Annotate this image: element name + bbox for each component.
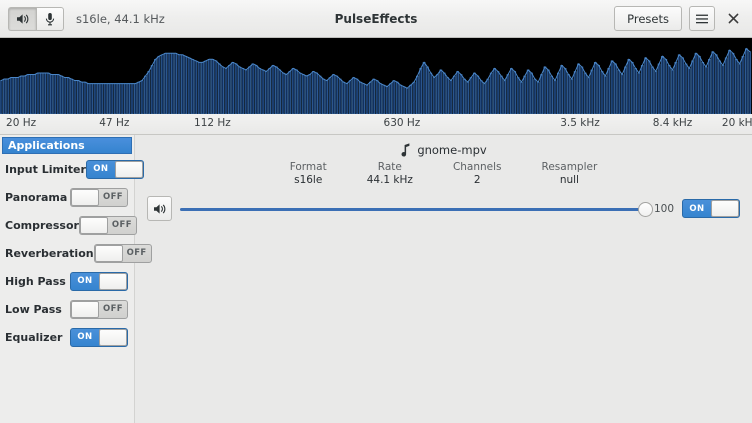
stream-title-row: gnome-mpv xyxy=(400,143,487,157)
axis-tick-label: 20 Hz xyxy=(6,117,37,129)
axis-tick-label: 3.5 kHz xyxy=(560,117,600,129)
close-glyph xyxy=(728,13,738,24)
mute-speaker-icon[interactable] xyxy=(147,196,172,221)
toggle-knob xyxy=(99,328,127,346)
volume-row: 100 ON OFF xyxy=(147,196,740,221)
toggle-on-label: ON xyxy=(689,203,705,214)
axis-tick-label: 630 Hz xyxy=(383,117,421,129)
meta-header: Format xyxy=(289,161,327,173)
plugin-label: Compressor xyxy=(5,218,79,232)
plugin-toggle[interactable]: ONOFF xyxy=(70,327,128,347)
plugins-sidebar: Applications Input LimiterONOFFPanoramaO… xyxy=(0,135,152,423)
close-icon[interactable] xyxy=(722,8,744,30)
volume-value: 100 xyxy=(653,202,674,215)
toggle-knob xyxy=(71,300,99,318)
speaker-glyph xyxy=(153,203,165,214)
slider-fill xyxy=(180,207,646,211)
meta-value: s16le xyxy=(294,174,323,186)
stream-meta-table: Format Rate Channels Resampler s16le 44.1 kH… xyxy=(270,161,618,186)
table-header-row: Format Rate Channels Resampler xyxy=(270,161,618,174)
speaker-icon[interactable] xyxy=(8,6,36,31)
toggle-knob xyxy=(71,188,99,206)
plugin-label: Equalizer xyxy=(5,330,63,344)
plugin-toggle[interactable]: ONOFF xyxy=(70,271,128,291)
presets-button[interactable]: Presets xyxy=(614,6,682,31)
header-left-group: s16le, 44.1 kHz xyxy=(8,6,165,31)
plugin-row[interactable]: Input LimiterONOFF xyxy=(0,155,144,183)
microphone-icon[interactable] xyxy=(36,6,64,31)
toggle-off-label: OFF xyxy=(111,220,132,230)
volume-slider[interactable] xyxy=(180,198,653,220)
stream-name: gnome-mpv xyxy=(417,143,487,157)
axis-tick-label: 47 Hz xyxy=(99,117,130,129)
meta-header: Rate xyxy=(377,161,402,173)
device-toggle-group xyxy=(8,6,64,31)
volume-toggle[interactable]: ON OFF xyxy=(682,199,740,218)
axis-tick-label: 112 Hz xyxy=(194,117,231,129)
plugin-row[interactable]: PanoramaONOFF xyxy=(0,183,134,211)
meta-header: Resampler xyxy=(541,161,598,173)
axis-tick-label: 20 kHz xyxy=(721,117,752,129)
plugin-row[interactable]: Equalizer ONOFF xyxy=(0,323,134,351)
plugin-label: Low Pass xyxy=(5,302,62,316)
toggle-knob xyxy=(99,272,127,290)
plugin-toggle[interactable]: ONOFF xyxy=(85,159,144,179)
plugin-label: Reverberation xyxy=(5,246,94,260)
header-bar: s16le, 44.1 kHz PulseEffects Presets xyxy=(0,0,752,38)
plugin-toggle[interactable]: ONOFF xyxy=(93,243,152,263)
toggle-off-label: OFF xyxy=(102,304,124,314)
sidebar-item-applications[interactable]: Applications xyxy=(2,137,132,154)
toggle-knob xyxy=(711,200,739,217)
axis-tick-label: 8.4 kHz xyxy=(652,117,693,129)
plugin-toggle[interactable]: ONOFF xyxy=(70,187,128,207)
device-info-label: s16le, 44.1 kHz xyxy=(76,11,165,26)
plugin-row[interactable]: High Pass ONOFF xyxy=(0,267,134,295)
plugin-toggle[interactable]: ONOFF xyxy=(70,299,128,319)
toggle-knob xyxy=(114,160,143,178)
speaker-glyph xyxy=(16,13,28,24)
plugin-label: High Pass xyxy=(5,274,66,288)
frequency-axis: 20 Hz 47 Hz 112 Hz 630 Hz 3.5 kHz 8.4 kHz 20 k… xyxy=(0,114,752,135)
plugin-label: Input Limiter xyxy=(5,162,86,176)
hamburger-glyph xyxy=(696,14,708,23)
plugin-label: Panorama xyxy=(5,190,68,204)
toggle-on-label: ON xyxy=(93,164,109,174)
slider-handle[interactable] xyxy=(637,201,653,217)
stream-card: gnome-mpv Format Rate Channels Resampler s1… xyxy=(147,143,740,186)
meta-header: Channels xyxy=(452,161,502,173)
microphone-glyph xyxy=(45,12,55,25)
hamburger-menu-icon[interactable] xyxy=(689,6,715,31)
toggle-off-label: OFF xyxy=(126,248,147,258)
toggle-on-label: ON xyxy=(77,276,93,286)
meta-value: null xyxy=(559,174,579,186)
table-row: s16le 44.1 kHz 2 null xyxy=(270,174,618,186)
header-right-group: Presets xyxy=(614,6,744,31)
main-panel: gnome-mpv Format Rate Channels Resampler s1… xyxy=(135,135,752,423)
plugin-row[interactable]: CompressorONOFF xyxy=(0,211,137,239)
plugin-toggle[interactable]: ONOFF xyxy=(78,215,137,235)
meta-value: 2 xyxy=(473,174,481,186)
toggle-off-label: OFF xyxy=(102,192,124,202)
plugin-list: Input LimiterONOFFPanoramaONOFFCompresso… xyxy=(0,155,152,351)
music-note-icon xyxy=(401,143,410,157)
spectrum-analyzer xyxy=(0,38,752,114)
toggle-on-label: ON xyxy=(77,332,93,342)
toggle-knob xyxy=(94,244,123,262)
meta-value: 44.1 kHz xyxy=(366,174,413,186)
toggle-knob xyxy=(79,216,108,234)
plugin-row[interactable]: Low Pass ONOFF xyxy=(0,295,134,323)
spectrum-canvas xyxy=(0,47,752,114)
plugin-row[interactable]: ReverberationONOFF xyxy=(0,239,152,267)
content-area: Applications Input LimiterONOFFPanoramaO… xyxy=(0,135,752,423)
